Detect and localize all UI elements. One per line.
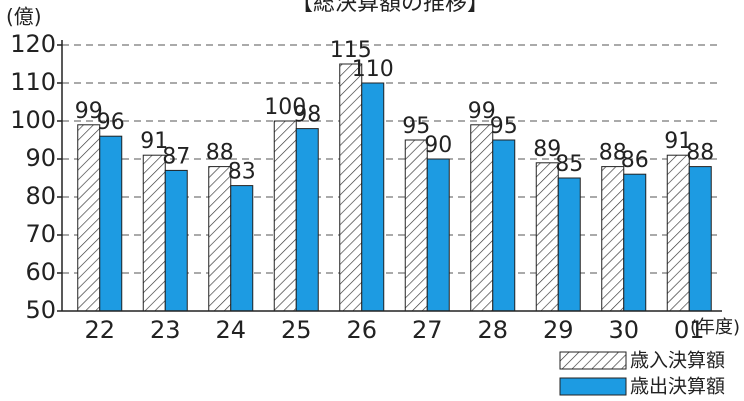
data-label: 88 (599, 141, 627, 166)
y-tick-label: 90 (25, 144, 56, 172)
bar (230, 185, 254, 312)
bar (688, 166, 712, 312)
legend-swatch (559, 377, 627, 396)
bar (601, 166, 625, 312)
bar (470, 124, 494, 312)
data-label: 98 (293, 103, 321, 128)
legend-label: 歳出決算額 (630, 376, 725, 398)
data-label: 91 (664, 129, 692, 154)
bar (492, 139, 516, 312)
data-label: 88 (206, 141, 234, 166)
bar (426, 158, 450, 312)
data-label: 86 (621, 148, 649, 173)
data-label: 95 (402, 114, 430, 139)
data-label: 90 (424, 133, 452, 158)
chart-title: 【総決算額の推移】 (291, 0, 489, 16)
bar (295, 128, 319, 312)
x-tick-label: 01 (674, 316, 705, 344)
bar (142, 154, 166, 312)
data-label: 83 (228, 160, 256, 185)
bar (557, 177, 581, 312)
bar (535, 162, 559, 312)
x-tick-label: 28 (477, 316, 508, 344)
y-axis-label: (億) (6, 5, 42, 29)
data-label: 99 (468, 99, 496, 124)
data-label: 89 (533, 137, 561, 162)
data-label: 99 (75, 99, 103, 124)
bar (77, 124, 101, 312)
x-tick-label: 22 (84, 316, 115, 344)
bar (208, 166, 232, 312)
y-tick-label: 110 (10, 68, 56, 96)
data-label: 100 (264, 95, 306, 120)
bar (666, 154, 690, 312)
bar (339, 63, 363, 312)
x-tick-label: 27 (412, 316, 443, 344)
x-tick-label: 24 (215, 316, 246, 344)
data-label: 88 (686, 141, 714, 166)
bar (404, 139, 428, 312)
data-label: 110 (352, 57, 394, 82)
x-tick-label: 29 (543, 316, 574, 344)
x-tick-label: 30 (608, 316, 639, 344)
bar (164, 169, 188, 312)
legend-label: 歳入決算額 (630, 350, 725, 372)
x-axis-label: (年度) (690, 317, 740, 338)
y-tick-label: 50 (25, 296, 56, 324)
data-label: 95 (490, 114, 518, 139)
x-tick-label: 25 (281, 316, 312, 344)
bar (361, 82, 385, 312)
y-tick-label: 60 (25, 258, 56, 286)
x-tick-label: 23 (150, 316, 181, 344)
legend-swatch (559, 351, 627, 370)
data-label: 96 (97, 110, 125, 135)
data-label: 85 (555, 152, 583, 177)
data-label: 115 (330, 38, 372, 63)
data-label: 87 (162, 144, 190, 169)
y-tick-label: 100 (10, 106, 56, 134)
bar (273, 120, 297, 312)
bar (99, 135, 123, 312)
y-tick-label: 70 (25, 220, 56, 248)
y-tick-label: 120 (10, 30, 56, 58)
bar (623, 173, 647, 312)
x-tick-label: 26 (346, 316, 377, 344)
data-label: 91 (140, 129, 168, 154)
y-tick-label: 80 (25, 182, 56, 210)
